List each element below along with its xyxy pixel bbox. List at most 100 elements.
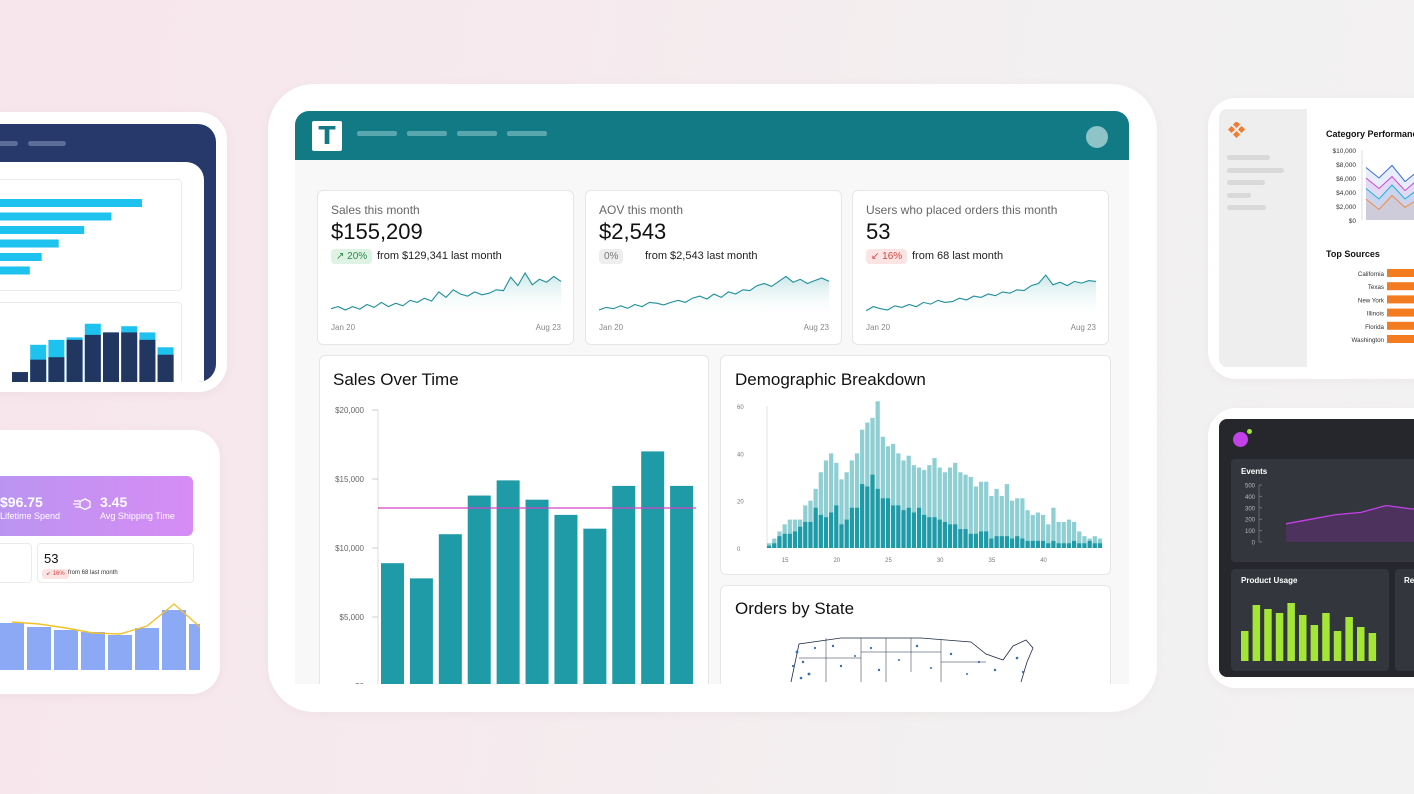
nav-tab-placeholder[interactable] (357, 131, 397, 136)
usage-bar (1264, 609, 1272, 661)
lb-bar (135, 628, 159, 670)
sidebar-item-placeholder[interactable] (1227, 168, 1284, 173)
horizontal-bar (0, 212, 112, 221)
x-tick-label: 30 (937, 558, 944, 564)
sales-over-time-bar-chart: $20,000 $15,000 $10,000 $5,000 $0 (335, 406, 696, 684)
histogram-bar-total (1077, 531, 1082, 548)
histogram-bar-total (829, 453, 834, 548)
histogram-bar-segment (844, 519, 849, 548)
histogram-bar-total (1040, 514, 1046, 548)
y-tick-label: 300 (1245, 506, 1256, 512)
demographic-breakdown-panel: Demographic Breakdown 60 40 20 0 15 20 25 30 35 4… (720, 355, 1111, 575)
histogram-bar-segment (818, 514, 823, 548)
y-tick-label: 60 (737, 405, 744, 411)
sparkline-x-start: Jan 20 (599, 323, 624, 332)
horizontal-bar (0, 199, 142, 207)
sales-bar (583, 528, 607, 684)
horizontal-bar (0, 253, 42, 261)
source-bar (1387, 269, 1414, 277)
usage-bar (1368, 633, 1377, 661)
sales-bar (496, 480, 520, 684)
nav-tab-placeholder[interactable] (407, 131, 447, 136)
logo-letter: T (318, 121, 336, 150)
next-panel: Re (1395, 569, 1414, 671)
logo-icon[interactable]: T (312, 121, 342, 151)
nav-placeholder (28, 141, 66, 146)
histogram-bar-segment (984, 531, 989, 548)
histogram-bar-segment (880, 498, 885, 548)
sidebar-item-placeholder[interactable] (1227, 180, 1265, 185)
histogram-bar-total (916, 467, 922, 548)
kpi-card[interactable]: Users who placed orders this month 53 ↙ 16… (852, 190, 1109, 345)
usage-bar (1333, 631, 1342, 661)
histogram-bar-segment (1046, 543, 1051, 548)
histogram-bar-segment (937, 519, 942, 548)
stat-label: Avg Shipping Time (100, 511, 175, 521)
source-bar (1387, 295, 1414, 304)
right-top-sidebar (1219, 109, 1307, 367)
product-usage-bar-chart (1241, 603, 1377, 661)
sparkline-line (599, 275, 830, 311)
histogram-bar-segment (901, 510, 906, 548)
histogram-bar-total (854, 453, 860, 548)
kpi-sparkline (599, 275, 830, 319)
histogram-bar-total (885, 446, 891, 548)
category-area (1366, 185, 1414, 220)
usage-bar (1310, 625, 1319, 661)
histogram-bar-segment (1030, 540, 1035, 548)
category-line (1365, 175, 1414, 192)
histogram-bar-total (1061, 521, 1066, 548)
histogram-bar-segment (896, 505, 901, 548)
histogram-bar-segment (1020, 538, 1025, 548)
histogram-bar-total (1015, 498, 1020, 548)
us-state-map (790, 637, 1034, 683)
nav-tab-placeholder[interactable] (507, 131, 547, 136)
histogram-bar-segment (854, 507, 860, 548)
x-tick-label: 15 (782, 558, 789, 564)
histogram-bar-segment (932, 517, 937, 548)
histogram-bar-segment (1004, 536, 1010, 548)
top-sources-bar-chart: California Texas New York Illinois Florida Wa… (1352, 269, 1414, 344)
y-tick-label: $20,000 (335, 406, 364, 415)
sparkline-area (331, 273, 561, 319)
kpi-card[interactable]: Sales this month $155,209 ↗ 20% from $129,3… (317, 190, 574, 345)
sidebar-item-placeholder[interactable] (1227, 193, 1251, 198)
app-header: T (295, 111, 1129, 160)
user-avatar[interactable] (1086, 126, 1108, 148)
histogram-bar-segment (885, 498, 891, 548)
histogram-bar-segment (792, 531, 798, 548)
kpi-comparison: from $2,543 last month (645, 250, 758, 262)
y-tick-label: $2,000 (1336, 204, 1356, 211)
sidebar-item-placeholder[interactable] (1227, 155, 1270, 160)
histogram-bar-total (865, 422, 870, 548)
nav-tab-placeholder[interactable] (457, 131, 497, 136)
stats-banner: $96.75 Lifetime Spend 3.45 Avg Shipping … (0, 476, 193, 536)
sparkline-x-end: Aug 23 (535, 323, 561, 332)
y-tick-label: $10,000 (335, 544, 364, 553)
histogram-bar-segment (958, 529, 963, 548)
source-label: Florida (1365, 324, 1384, 331)
histogram-bar-total (834, 462, 839, 548)
right-top-dashboard-card: Category Performance $10,000 $8,000 $6,000… (1208, 98, 1414, 379)
histogram-bar-total (984, 481, 989, 548)
kpi-delta-badge: ↙ 16% (866, 249, 908, 264)
kpi-card[interactable]: AOV this month $2,543 0% from $2,543 last m… (585, 190, 842, 345)
sidebar-item-placeholder[interactable] (1227, 205, 1266, 210)
histogram-bar-total (1066, 519, 1072, 548)
kpi-label: AOV this month (599, 203, 684, 217)
source-label: New York (1358, 297, 1385, 304)
histogram-bar-total (932, 458, 937, 548)
category-performance-title: Category Performance (1326, 129, 1414, 139)
histogram-bar-total (823, 460, 829, 548)
histogram-bar-segment (978, 531, 984, 548)
events-title: Events (1241, 467, 1268, 476)
histogram-bar-total (1051, 507, 1056, 548)
lb-bar (54, 630, 78, 670)
usage-bar (1275, 613, 1284, 661)
horizontal-bar (0, 266, 30, 275)
histogram-bar-segment (989, 538, 994, 548)
histogram-bar-segment (999, 536, 1004, 548)
histogram-bar-total (947, 467, 953, 548)
histogram-bar-segment (823, 517, 829, 548)
lb-bar (108, 635, 132, 670)
